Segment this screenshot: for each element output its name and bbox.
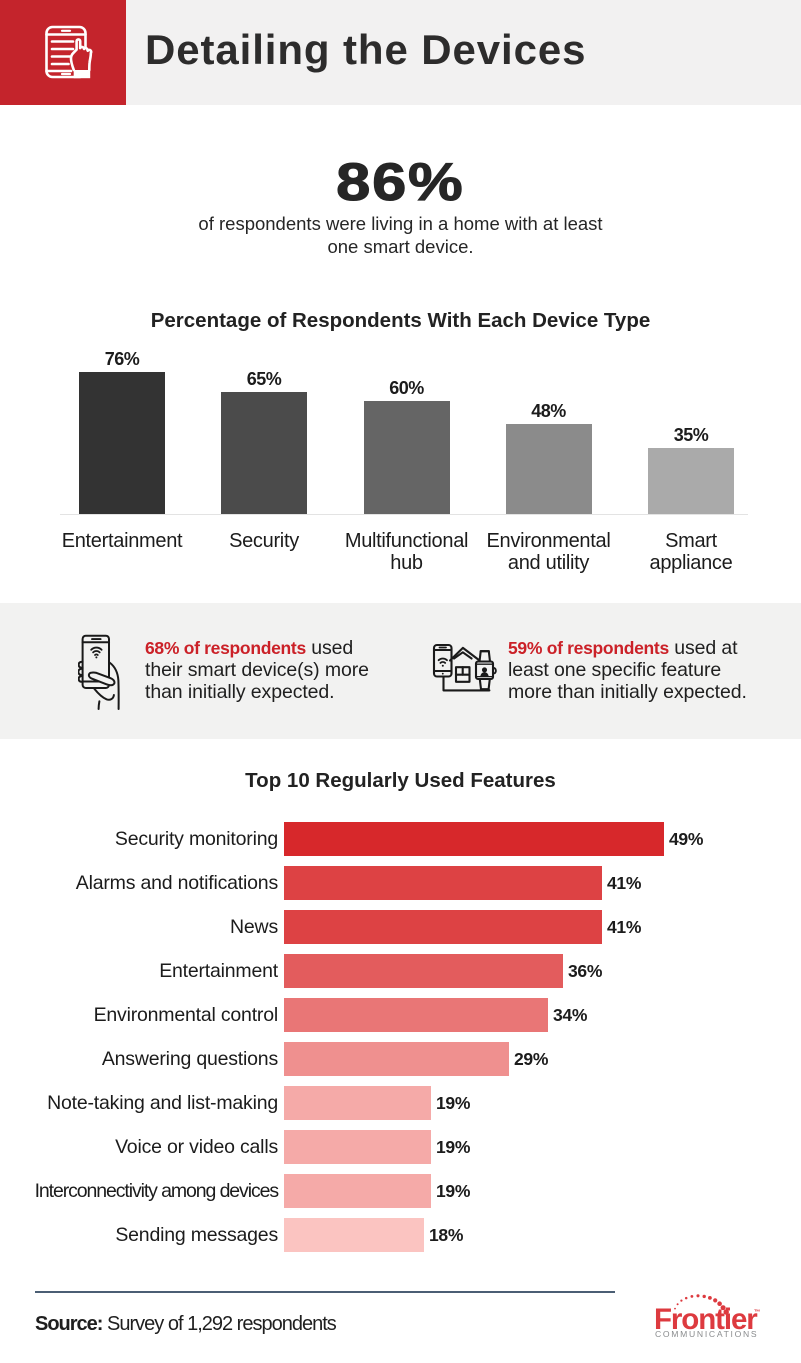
svg-text:Frontier: Frontier (654, 1303, 758, 1336)
svg-text:COMMUNICATIONS: COMMUNICATIONS (655, 1329, 758, 1339)
svg-text:™: ™ (754, 1309, 761, 1316)
